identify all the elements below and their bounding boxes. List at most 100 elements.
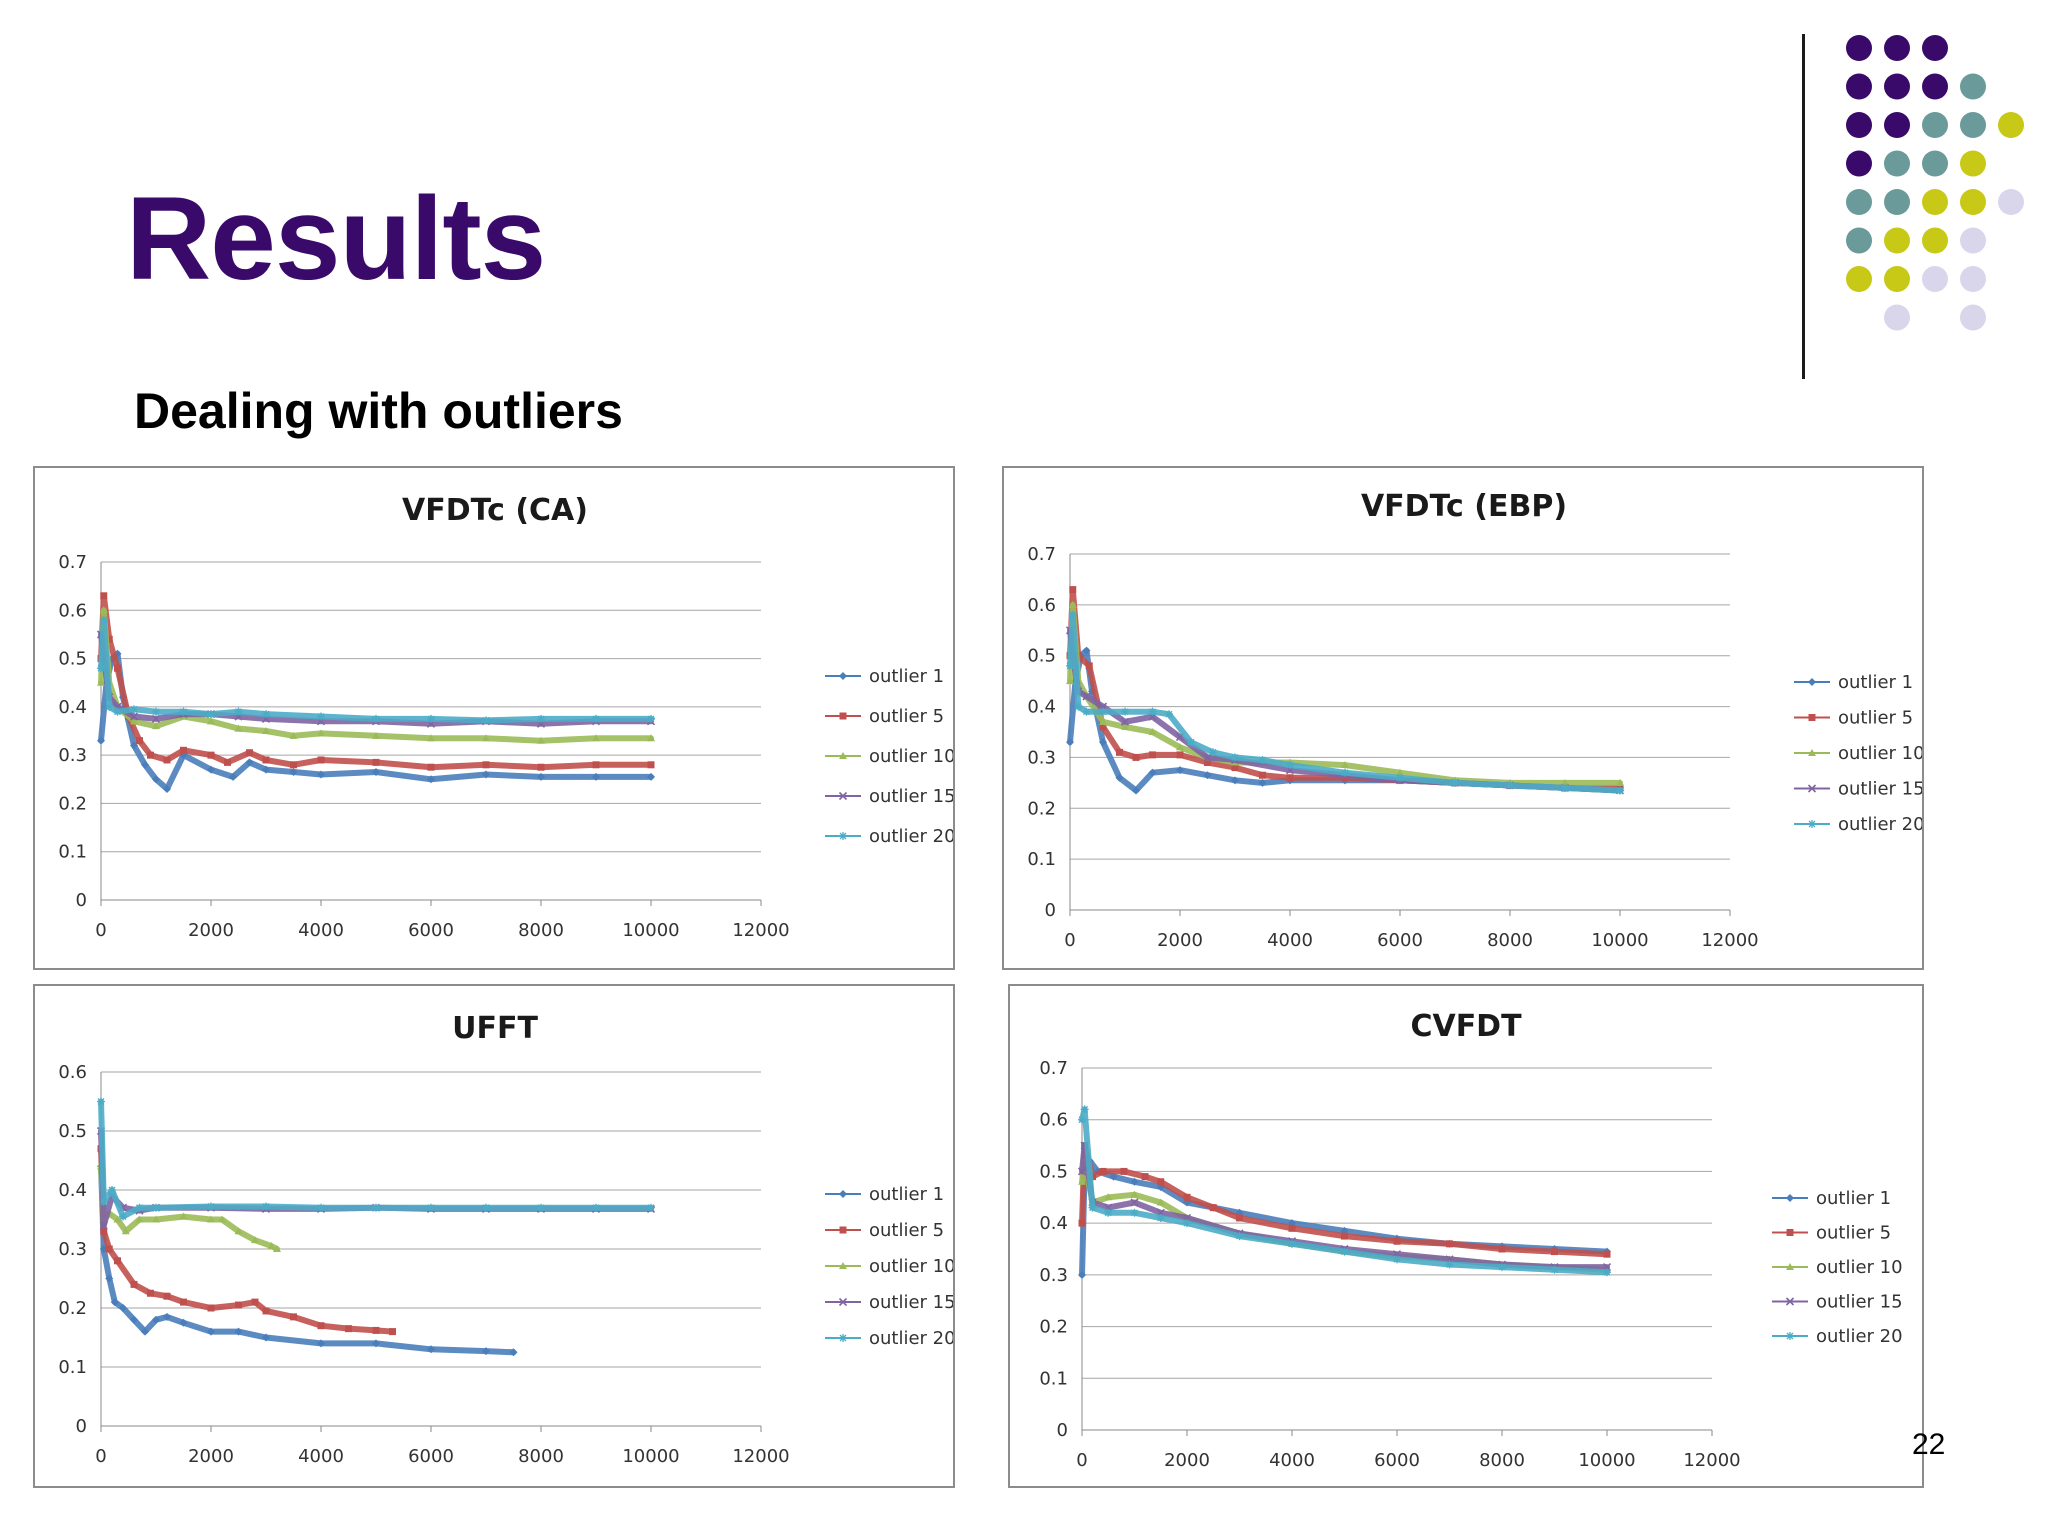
decorative-dot xyxy=(1846,112,1872,138)
x-tick-label: 8000 xyxy=(1479,1450,1525,1471)
y-tick-label: 0.1 xyxy=(1039,1368,1068,1389)
decorative-divider xyxy=(1802,34,1805,379)
data-point xyxy=(482,734,490,742)
y-tick-label: 0.7 xyxy=(1039,1058,1068,1079)
data-point xyxy=(290,761,297,769)
data-point xyxy=(163,1312,171,1321)
data-point xyxy=(1231,753,1239,762)
data-point xyxy=(1498,1263,1506,1272)
y-tick-label: 0.4 xyxy=(1027,697,1056,718)
decorative-dot xyxy=(1960,304,1986,331)
legend-label: outlier 15 xyxy=(1816,1292,1903,1313)
data-point xyxy=(1132,786,1140,795)
x-tick-label: 2000 xyxy=(1164,1450,1210,1471)
slide-subtitle: Dealing with outliers xyxy=(134,383,623,439)
data-point xyxy=(647,772,655,781)
legend-entry: outlier 20 xyxy=(825,826,953,847)
data-point xyxy=(245,758,254,767)
data-point xyxy=(207,710,215,719)
decorative-dot xyxy=(1922,35,1948,61)
data-point xyxy=(246,749,253,757)
data-point xyxy=(113,707,122,716)
data-point xyxy=(1288,1239,1296,1248)
data-point xyxy=(1341,761,1349,769)
data-point xyxy=(427,1345,435,1354)
x-tick-label: 2000 xyxy=(1157,930,1203,951)
data-point xyxy=(1121,722,1129,730)
data-point xyxy=(372,758,380,766)
legend-entry: outlier 10 xyxy=(825,746,953,767)
data-point xyxy=(372,1326,380,1334)
data-point xyxy=(234,724,243,732)
data-point xyxy=(1203,771,1212,780)
slide-title: Results xyxy=(126,173,546,305)
data-point xyxy=(427,1203,435,1212)
data-point xyxy=(179,1318,188,1327)
data-point xyxy=(147,1289,154,1297)
legend-entry: outlier 1 xyxy=(1794,672,1913,693)
data-point xyxy=(372,768,380,777)
data-point xyxy=(1130,1208,1139,1217)
data-point xyxy=(1120,717,1130,726)
data-point xyxy=(267,1242,276,1250)
x-tick-label: 8000 xyxy=(1487,930,1533,951)
x-tick-label: 4000 xyxy=(298,920,344,941)
x-tick-label: 4000 xyxy=(1269,1450,1315,1471)
data-point xyxy=(1506,781,1514,790)
data-point xyxy=(1078,1219,1086,1227)
legend-label: outlier 1 xyxy=(1838,672,1913,693)
legend-entry: outlier 5 xyxy=(1772,1223,1891,1244)
data-point xyxy=(251,1298,259,1306)
y-tick-label: 0.2 xyxy=(1027,798,1056,819)
legend-label: outlier 1 xyxy=(869,1184,944,1205)
data-point xyxy=(592,772,600,781)
x-tick-label: 0 xyxy=(1064,930,1075,951)
decorative-dot xyxy=(1884,189,1910,215)
data-point xyxy=(1235,1208,1244,1217)
data-point xyxy=(1078,1270,1086,1279)
data-point xyxy=(482,1347,490,1356)
data-point xyxy=(317,756,325,764)
decorative-dot xyxy=(1846,73,1872,100)
y-tick-label: 0.1 xyxy=(58,842,87,863)
data-point xyxy=(207,751,215,759)
series-outlier-5 xyxy=(97,1145,396,1336)
data-point xyxy=(1077,1167,1087,1176)
data-point xyxy=(317,770,325,779)
y-tick-label: 0.6 xyxy=(58,1062,87,1083)
y-tick-label: 0 xyxy=(1045,900,1056,921)
decorative-dot xyxy=(1884,266,1910,292)
data-point xyxy=(592,1203,600,1212)
legend-label: outlier 5 xyxy=(869,706,944,727)
legend-label: outlier 5 xyxy=(1838,708,1913,729)
chart-title: UFFT xyxy=(452,1011,538,1046)
legend-entry: outlier 15 xyxy=(1794,779,1922,800)
y-tick-label: 0.5 xyxy=(58,1121,87,1142)
data-point xyxy=(537,714,545,723)
data-point xyxy=(1561,783,1569,792)
data-point xyxy=(1148,707,1157,716)
data-point xyxy=(1069,586,1077,594)
decorative-dot xyxy=(1846,266,1872,292)
data-point xyxy=(97,1097,105,1106)
data-point xyxy=(1157,1178,1165,1186)
data-point xyxy=(1341,1232,1348,1240)
data-point xyxy=(1080,1105,1089,1114)
y-tick-label: 0.7 xyxy=(1027,544,1056,565)
legend-entry: outlier 20 xyxy=(1794,814,1922,835)
x-tick-label: 10000 xyxy=(1578,1450,1635,1471)
data-point xyxy=(427,734,435,742)
data-point xyxy=(1148,768,1157,777)
data-point xyxy=(262,727,270,734)
data-point xyxy=(119,1212,127,1221)
data-point xyxy=(1066,661,1074,670)
data-point xyxy=(1099,738,1107,747)
legend-label: outlier 15 xyxy=(869,786,953,807)
data-point xyxy=(317,729,325,737)
data-point xyxy=(218,1215,226,1223)
data-point xyxy=(289,731,298,739)
data-point xyxy=(207,1327,215,1336)
data-point xyxy=(290,1313,297,1321)
decorative-dot xyxy=(1922,227,1948,254)
data-point xyxy=(1258,778,1267,787)
